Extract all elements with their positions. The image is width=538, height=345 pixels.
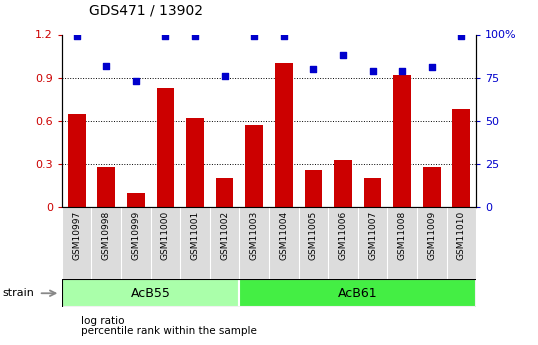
Point: [250, 33, 258, 39]
Point: [279, 33, 288, 39]
Point: [457, 33, 465, 39]
Point: [309, 66, 317, 72]
Point: [339, 52, 348, 58]
Text: GSM11010: GSM11010: [457, 210, 466, 260]
Bar: [127, 193, 145, 207]
Bar: [157, 88, 174, 207]
Text: GSM11009: GSM11009: [427, 210, 436, 260]
Point: [72, 33, 81, 39]
Text: GSM11005: GSM11005: [309, 210, 318, 260]
Point: [220, 73, 229, 79]
Point: [161, 33, 170, 39]
Text: log ratio: log ratio: [81, 316, 124, 326]
Bar: [216, 178, 233, 207]
Text: GSM11004: GSM11004: [279, 210, 288, 260]
Point: [368, 68, 377, 73]
Bar: [186, 118, 204, 207]
Bar: [305, 170, 322, 207]
Text: AcB61: AcB61: [338, 287, 378, 300]
Bar: [334, 159, 352, 207]
Bar: [275, 63, 293, 207]
Text: GSM10999: GSM10999: [131, 210, 140, 260]
Bar: [393, 75, 411, 207]
Text: AcB55: AcB55: [131, 287, 171, 300]
Text: percentile rank within the sample: percentile rank within the sample: [81, 326, 257, 336]
Point: [190, 33, 199, 39]
Point: [398, 68, 406, 73]
Text: GSM11000: GSM11000: [161, 210, 170, 260]
Bar: [423, 167, 441, 207]
Text: GSM11007: GSM11007: [368, 210, 377, 260]
Point: [131, 78, 140, 84]
Bar: [245, 125, 263, 207]
Bar: [62, 279, 239, 307]
Bar: [68, 114, 86, 207]
Text: GSM10998: GSM10998: [102, 210, 111, 260]
Text: GSM11008: GSM11008: [398, 210, 407, 260]
Text: strain: strain: [3, 288, 34, 298]
Text: GSM11001: GSM11001: [190, 210, 200, 260]
Text: GSM10997: GSM10997: [72, 210, 81, 260]
Point: [427, 65, 436, 70]
Text: GSM11002: GSM11002: [220, 210, 229, 260]
Text: GSM11006: GSM11006: [338, 210, 348, 260]
Point: [102, 63, 111, 68]
Bar: [364, 178, 381, 207]
Text: GSM11003: GSM11003: [250, 210, 259, 260]
Bar: [239, 279, 476, 307]
Text: GDS471 / 13902: GDS471 / 13902: [89, 3, 203, 17]
Bar: [97, 167, 115, 207]
Bar: [452, 109, 470, 207]
